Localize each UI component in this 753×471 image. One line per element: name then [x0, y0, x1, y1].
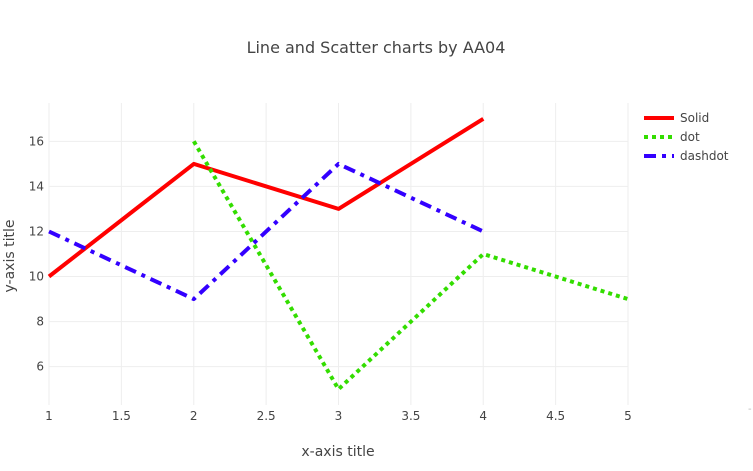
y-tick-label: 14 [29, 179, 44, 193]
chart-title: Line and Scatter charts by AA04 [247, 38, 506, 57]
y-tick-label: 8 [36, 315, 44, 329]
legend: Solid dot dashdot [644, 111, 729, 163]
y-axis-title: y-axis title [2, 220, 18, 293]
x-tick-label: 3.5 [401, 409, 420, 423]
x-tick-label: 4 [479, 409, 487, 423]
series-line-dot [192, 140, 629, 392]
x-tick-label: 2 [190, 409, 198, 423]
x-axis-title: x-axis title [301, 444, 374, 460]
x-tick-label: 2.5 [257, 409, 276, 423]
y-tick-label: 10 [29, 270, 44, 284]
modebar-marker: - [748, 404, 752, 415]
x-tick-label: 1 [45, 409, 53, 423]
legend-label-solid: Solid [680, 111, 709, 125]
x-tick-label: 4.5 [546, 409, 565, 423]
legend-label-dashdot: dashdot [680, 149, 729, 163]
y-tick-label: 6 [36, 360, 44, 374]
x-tick-label: 1.5 [112, 409, 131, 423]
series-layer [47, 117, 629, 392]
y-tick-label: 12 [29, 224, 44, 238]
series-line-solid [47, 117, 485, 279]
y-gridlines [49, 140, 628, 368]
x-tick-label: 5 [624, 409, 632, 423]
series-line-dashdot [48, 161, 485, 302]
y-tick-label: 16 [29, 134, 44, 148]
legend-label-dot: dot [680, 130, 700, 144]
x-gridlines [48, 103, 629, 405]
y-tick-labels: 6 8 10 12 14 16 [29, 134, 44, 373]
x-tick-labels: 1 1.5 2 2.5 3 3.5 4 4.5 5 [45, 409, 632, 423]
x-tick-label: 3 [335, 409, 343, 423]
